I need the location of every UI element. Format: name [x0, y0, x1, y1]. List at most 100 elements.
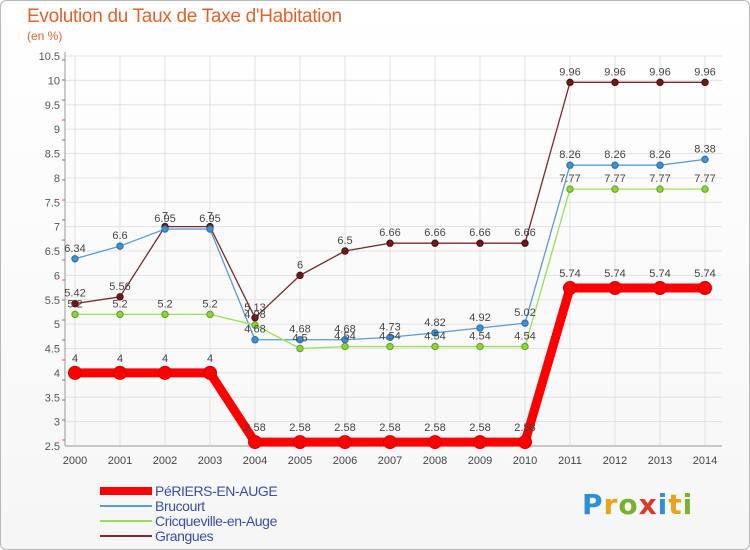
data-point: [521, 319, 529, 327]
data-point: [656, 78, 664, 87]
data-point: [566, 161, 574, 169]
data-label: 4.54: [334, 331, 355, 343]
legend-swatch: [100, 505, 152, 507]
data-label: 6.95: [154, 213, 175, 225]
data-point: [521, 342, 529, 351]
data-label: 8.38: [694, 143, 715, 155]
data-point: [473, 435, 487, 450]
data-label: 2.58: [424, 422, 445, 434]
y-tick-label: 3: [54, 417, 60, 429]
x-tick-label: 2009: [468, 455, 492, 467]
data-label: 5.74: [694, 268, 715, 280]
data-label: 4.5: [292, 333, 307, 345]
y-tick-label: 5: [54, 319, 60, 331]
data-point: [161, 225, 169, 233]
data-point: [386, 333, 394, 341]
data-labels: 4 4 4 4 2.58 2.58 2.58 2.58 2.58 2.58 2.58 5.74 5.74…: [64, 66, 715, 434]
x-tick-label: 2005: [288, 455, 312, 467]
data-label: 4.54: [514, 331, 535, 343]
data-label: 6.66: [469, 227, 490, 239]
data-label: 6.5: [337, 235, 352, 247]
chart-subtitle: (en %): [27, 29, 63, 43]
y-tick-label: 9: [54, 124, 60, 136]
data-point: [161, 310, 169, 319]
y-tick-label: 7: [54, 222, 60, 234]
data-label: 2.58: [514, 422, 535, 434]
data-label: 4.54: [469, 331, 490, 343]
data-label: 4.73: [379, 321, 400, 333]
data-label: 7: [162, 211, 168, 223]
data-label: 7: [207, 211, 213, 223]
x-tick-label: 2002: [153, 455, 177, 467]
data-label: 2.58: [379, 422, 400, 434]
x-tick-label: 2001: [108, 455, 132, 467]
data-label: 5.56: [109, 281, 130, 293]
data-label: 4.92: [469, 312, 490, 324]
data-label: 6: [297, 259, 303, 271]
data-label: 6.66: [379, 227, 400, 239]
x-tick-label: 2004: [243, 455, 267, 467]
data-label: 4.54: [424, 331, 445, 343]
y-tick-label: 3.5: [45, 392, 60, 404]
legend-swatch: [100, 520, 152, 522]
proxiti-logo: Proxiti: [582, 488, 693, 521]
data-point: [428, 435, 442, 450]
data-label: 7.77: [694, 173, 715, 185]
logo-letter: x: [638, 488, 658, 521]
legend-swatch: [100, 535, 152, 537]
y-tick-label: 10.5: [39, 51, 60, 63]
data-label: 4.68: [244, 324, 265, 336]
data-point: [206, 225, 214, 233]
logo-letter: t: [668, 488, 683, 521]
x-tick-label: 2000: [63, 455, 87, 467]
data-point: [341, 342, 349, 351]
data-point: [296, 344, 304, 353]
data-point: [386, 342, 394, 351]
y-tick-label: 2.5: [45, 441, 60, 453]
legend-swatch: [100, 487, 152, 495]
data-label: 6.6: [112, 230, 127, 242]
data-point: [116, 242, 124, 250]
y-tick-label: 10: [48, 75, 60, 87]
data-label: 9.96: [649, 66, 670, 78]
data-point: [251, 314, 259, 322]
data-point: [518, 435, 532, 450]
data-label: 5.2: [67, 298, 82, 310]
x-tick-label: 2003: [198, 455, 222, 467]
data-label: 2.58: [244, 422, 265, 434]
x-tick-label: 2008: [423, 455, 447, 467]
data-label: 9.96: [559, 66, 580, 78]
data-label: 5.2: [112, 298, 127, 310]
data-label: 9.96: [694, 66, 715, 78]
data-label: 7.77: [649, 173, 670, 185]
data-point: [431, 342, 439, 351]
data-point: [68, 365, 82, 380]
data-label: 6.95: [199, 213, 220, 225]
data-label: 6.34: [64, 243, 85, 255]
y-tick-label: 4: [54, 368, 60, 380]
x-tick-labels: 2000 2001 2002 2003 2004 2005 2006 2007 2008 2009…: [63, 455, 717, 467]
data-point: [338, 435, 352, 450]
data-point: [431, 329, 439, 337]
data-label: 4: [207, 353, 213, 365]
data-label: 5.2: [157, 298, 172, 310]
axes: [62, 52, 722, 447]
data-point: [71, 299, 79, 308]
data-label: 5.74: [649, 268, 670, 280]
data-point: [431, 239, 439, 247]
data-point: [296, 271, 304, 280]
data-point: [383, 435, 397, 450]
data-point: [701, 155, 709, 164]
data-label: 2.58: [289, 422, 310, 434]
data-label: 5.74: [604, 268, 625, 280]
data-label: 4: [117, 353, 123, 365]
data-label: 6.66: [514, 227, 535, 239]
legend-label: Grangues: [155, 528, 214, 544]
data-point: [341, 247, 349, 255]
data-point: [656, 185, 664, 193]
data-point: [158, 365, 172, 380]
legend-label: Brucourt: [155, 498, 205, 514]
data-label: 4: [72, 353, 78, 365]
x-tick-label: 2011: [558, 455, 582, 467]
